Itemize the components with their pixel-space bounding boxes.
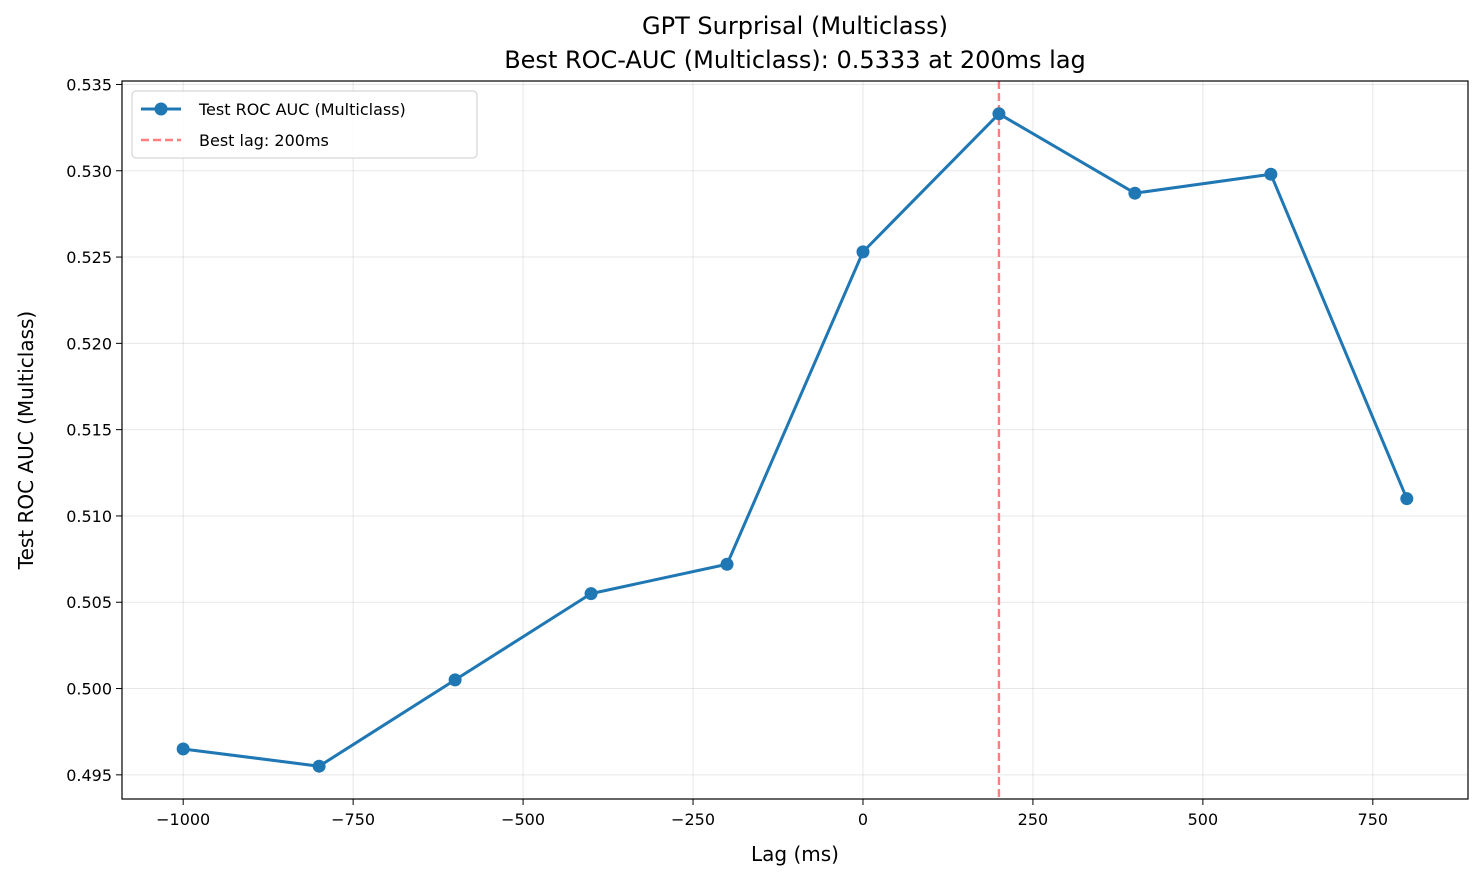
legend-box <box>131 90 478 159</box>
data-point <box>1128 186 1142 200</box>
data-point <box>720 557 734 571</box>
axes: −1000 −750 −500 −250 0 250 500 750 0.495 0.500 0.5… <box>66 75 1388 829</box>
legend-reference-label: Best lag: 200ms <box>199 131 329 150</box>
x-tick-label: 0 <box>858 810 868 829</box>
chart-title: GPT Surprisal (Multiclass) <box>642 12 948 40</box>
x-tick-label: 500 <box>1188 810 1219 829</box>
data-point <box>856 245 870 259</box>
x-tick-label: −750 <box>331 810 375 829</box>
data-point <box>1264 167 1278 181</box>
y-axis-label: Test ROC AUC (Multiclass) <box>14 311 38 571</box>
data-point <box>1400 492 1414 506</box>
data-point <box>176 742 190 756</box>
legend: Test ROC AUC (Multiclass) Best lag: 200m… <box>131 90 478 159</box>
y-tick-label: 0.505 <box>66 593 112 612</box>
legend-series-marker-icon <box>154 102 168 116</box>
chart-subtitle: Best ROC-AUC (Multiclass): 0.5333 at 200… <box>504 46 1086 74</box>
grid <box>122 81 1468 799</box>
data-point <box>992 107 1006 121</box>
y-tick-label: 0.520 <box>66 334 112 353</box>
x-tick-label: 750 <box>1358 810 1389 829</box>
series-group <box>176 107 1414 773</box>
data-point <box>312 759 326 773</box>
data-point <box>448 673 462 687</box>
x-tick-label: 250 <box>1018 810 1049 829</box>
series-line <box>182 112 1409 768</box>
legend-series-label: Test ROC AUC (Multiclass) <box>198 100 406 119</box>
y-tick-label: 0.535 <box>66 75 112 94</box>
y-tick-label: 0.500 <box>66 680 112 699</box>
x-tick-label: −250 <box>671 810 715 829</box>
x-tick-label: −500 <box>501 810 545 829</box>
data-point <box>584 587 598 601</box>
plot-frame <box>121 80 1469 800</box>
y-tick-label: 0.525 <box>66 248 112 267</box>
y-tick-label: 0.515 <box>66 421 112 440</box>
x-axis-label: Lag (ms) <box>751 842 839 866</box>
x-tick-label: −1000 <box>156 810 210 829</box>
y-tick-label: 0.530 <box>66 162 112 181</box>
y-tick-label: 0.495 <box>66 766 112 785</box>
y-tick-label: 0.510 <box>66 507 112 526</box>
